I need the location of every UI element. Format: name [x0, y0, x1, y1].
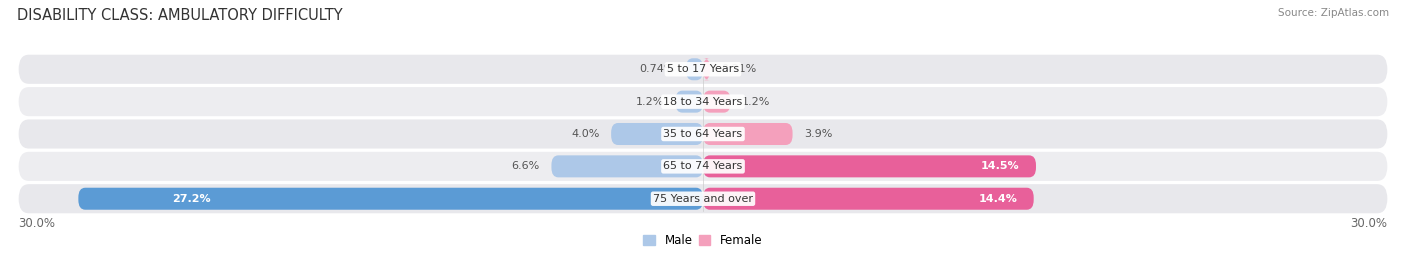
Text: 18 to 34 Years: 18 to 34 Years: [664, 97, 742, 107]
FancyBboxPatch shape: [18, 87, 1388, 116]
Text: 27.2%: 27.2%: [172, 194, 211, 204]
Text: 30.0%: 30.0%: [1350, 218, 1388, 230]
FancyBboxPatch shape: [675, 91, 703, 113]
FancyBboxPatch shape: [686, 58, 703, 80]
FancyBboxPatch shape: [18, 152, 1388, 181]
Text: 6.6%: 6.6%: [512, 161, 540, 171]
FancyBboxPatch shape: [703, 188, 1033, 210]
Text: 14.5%: 14.5%: [981, 161, 1019, 171]
Text: 75 Years and over: 75 Years and over: [652, 194, 754, 204]
FancyBboxPatch shape: [612, 123, 703, 145]
FancyBboxPatch shape: [79, 188, 703, 210]
FancyBboxPatch shape: [18, 55, 1388, 84]
Text: DISABILITY CLASS: AMBULATORY DIFFICULTY: DISABILITY CLASS: AMBULATORY DIFFICULTY: [17, 8, 343, 23]
Text: 1.2%: 1.2%: [636, 97, 664, 107]
Text: 1.2%: 1.2%: [742, 97, 770, 107]
Text: 0.74%: 0.74%: [638, 64, 675, 74]
FancyBboxPatch shape: [18, 184, 1388, 213]
Text: 4.0%: 4.0%: [571, 129, 599, 139]
FancyBboxPatch shape: [703, 123, 793, 145]
FancyBboxPatch shape: [18, 120, 1388, 148]
FancyBboxPatch shape: [703, 58, 710, 80]
Text: 5 to 17 Years: 5 to 17 Years: [666, 64, 740, 74]
Text: 65 to 74 Years: 65 to 74 Years: [664, 161, 742, 171]
Text: 3.9%: 3.9%: [804, 129, 832, 139]
FancyBboxPatch shape: [703, 155, 1036, 177]
Legend: Male, Female: Male, Female: [638, 229, 768, 252]
Text: 14.4%: 14.4%: [979, 194, 1017, 204]
FancyBboxPatch shape: [551, 155, 703, 177]
FancyBboxPatch shape: [703, 91, 731, 113]
Text: 35 to 64 Years: 35 to 64 Years: [664, 129, 742, 139]
Text: 30.0%: 30.0%: [18, 218, 56, 230]
Text: Source: ZipAtlas.com: Source: ZipAtlas.com: [1278, 8, 1389, 18]
Text: 0.31%: 0.31%: [721, 64, 756, 74]
